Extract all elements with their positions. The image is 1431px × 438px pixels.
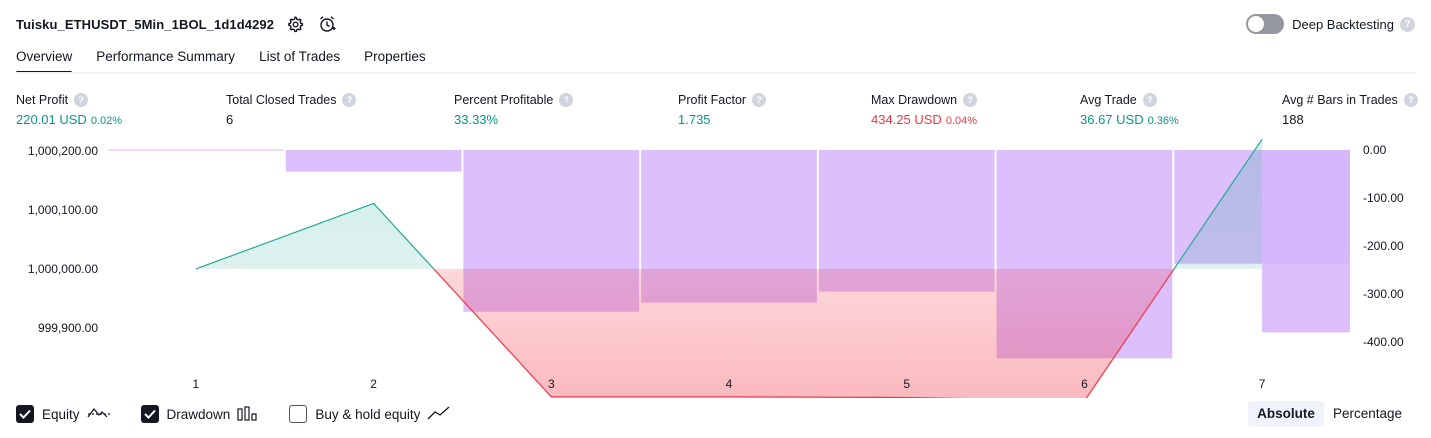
metric-value: 1.735 (678, 112, 711, 127)
x-axis-tick-label: 3 (548, 377, 555, 391)
absolute-button[interactable]: Absolute (1248, 401, 1324, 427)
equity-drawdown-chart[interactable]: 1,000,200.00 1,000,100.00 1,000,000.00 999,… (0, 138, 1431, 398)
left-axis-tick-label: 1,000,000.00 (28, 262, 98, 276)
gear-icon[interactable] (284, 13, 306, 35)
x-axis-tick-label: 4 (726, 377, 733, 391)
info-icon[interactable]: ? (752, 93, 767, 107)
buy-hold-line-icon (427, 405, 451, 424)
x-axis-tick-label: 6 (1081, 377, 1088, 391)
left-axis-tick-label: 1,000,100.00 (28, 203, 98, 217)
left-axis-tick-label: 1,000,200.00 (28, 144, 98, 158)
drawdown-checkbox[interactable]: Drawdown (140, 405, 260, 424)
metric-percent: 0.02% (90, 115, 123, 127)
x-axis-tick-label: 7 (1259, 377, 1266, 391)
help-icon[interactable]: ? (1400, 16, 1415, 32)
checkbox-checked[interactable] (16, 405, 34, 423)
info-icon[interactable]: ? (1403, 93, 1418, 107)
metric-value: 6 (226, 112, 234, 127)
tab-performance-summary[interactable]: Performance Summary (96, 49, 236, 64)
checkbox-unchecked[interactable] (289, 405, 308, 423)
strategy-title: Tuisku_ETHUSDT_5Min_1BOL_1d1d4292 (16, 16, 275, 32)
left-axis: 1,000,200.00 1,000,100.00 1,000,000.00 999,… (28, 144, 98, 335)
tab-overview[interactable]: Overview (16, 44, 73, 74)
info-icon[interactable]: ? (342, 93, 357, 107)
equity-checkbox[interactable]: Equity (16, 405, 111, 424)
equity-label: Equity (42, 406, 80, 422)
deep-backtesting-label: Deep Backtesting (1292, 16, 1394, 32)
metric-value: 220.01 USD (16, 112, 87, 127)
drawdown-bars-icon (237, 405, 259, 424)
left-axis-tick-label: 999,900.00 (38, 321, 98, 335)
percentage-button[interactable]: Percentage (1332, 406, 1402, 421)
metric-value: 36.67 USD (1080, 112, 1144, 127)
right-axis: 0.00 -100.00 -200.00 -300.00 -400.00 (1363, 143, 1404, 349)
metric-label: Max Drawdown (871, 93, 958, 107)
x-axis: 1 2 3 4 5 6 7 (193, 377, 1266, 391)
equity-area-down (433, 268, 1175, 398)
report-tabs: Overview Performance Summary List of Tra… (16, 44, 450, 74)
alarm-clock-icon[interactable] (316, 13, 338, 35)
metric-percent-profitable: Percent Profitable? 33.33% (454, 93, 574, 127)
info-icon[interactable]: ? (74, 93, 89, 107)
buy-hold-checkbox[interactable]: Buy & hold equity (289, 405, 451, 424)
info-icon[interactable]: ? (1142, 93, 1157, 107)
equity-line-up (195, 138, 1263, 269)
equity-line-icon (87, 405, 111, 424)
drawdown-bar (818, 150, 995, 292)
metric-label: Total Closed Trades (226, 93, 337, 107)
x-axis-tick-label: 2 (370, 377, 377, 391)
deep-backtesting-toggle[interactable] (1246, 14, 1285, 34)
metric-avg-trade: Avg Trade? 36.67 USD 0.36% (1080, 93, 1179, 127)
metric-value: 434.25 USD (871, 112, 942, 127)
right-axis-tick-label: -200.00 (1363, 239, 1404, 253)
metric-net-profit: Net Profit? 220.01 USD 0.02% (16, 93, 122, 127)
equity-line-down (195, 268, 1175, 398)
deep-backtesting: Deep Backtesting ? (1246, 12, 1415, 36)
metric-percent: 0.36% (1147, 115, 1179, 127)
toggle-knob (1248, 16, 1265, 32)
tab-list-of-trades[interactable]: List of Trades (259, 49, 341, 64)
buy-hold-label: Buy & hold equity (315, 406, 421, 422)
metric-label: Percent Profitable (454, 93, 554, 107)
x-axis-tick-label: 5 (903, 377, 910, 391)
drawdown-bar (285, 150, 462, 172)
right-axis-tick-label: 0.00 (1363, 143, 1387, 157)
right-axis-tick-label: -300.00 (1363, 287, 1404, 301)
metric-total-closed-trades: Total Closed Trades? 6 (226, 93, 357, 127)
x-axis-tick-label: 1 (193, 377, 200, 391)
metric-value: 33.33% (454, 112, 499, 127)
drawdown-label: Drawdown (166, 406, 231, 422)
equity-area-up (195, 139, 1263, 269)
drawdown-bar (1262, 150, 1350, 333)
metric-avg-bars-in-trades: Avg # Bars in Trades? 188 (1282, 93, 1418, 127)
info-icon[interactable]: ? (963, 93, 978, 107)
metric-label: Avg # Bars in Trades (1282, 93, 1398, 107)
right-axis-tick-label: -400.00 (1363, 335, 1404, 349)
tabs-divider (16, 72, 1415, 74)
metric-label: Avg Trade (1080, 93, 1137, 107)
metric-percent: 0.04% (945, 115, 978, 127)
chart-legend-controls: Equity Drawdown Buy & hold equity (16, 403, 481, 425)
tab-properties[interactable]: Properties (364, 49, 426, 64)
info-icon[interactable]: ? (559, 93, 574, 107)
equity-area (195, 139, 1263, 398)
metric-max-drawdown: Max Drawdown? 434.25 USD 0.04% (871, 93, 978, 127)
equity-line (195, 138, 1263, 398)
metric-label: Net Profit (16, 93, 69, 107)
metric-value: 188 (1282, 112, 1304, 127)
value-mode-toggle: Absolute Percentage (1248, 401, 1411, 427)
metric-profit-factor: Profit Factor? 1.735 (678, 93, 767, 127)
metric-label: Profit Factor (678, 93, 747, 107)
checkbox-checked[interactable] (140, 405, 159, 423)
right-axis-tick-label: -100.00 (1363, 191, 1404, 205)
report-header: Tuisku_ETHUSDT_5Min_1BOL_1d1d4292 (16, 12, 338, 36)
